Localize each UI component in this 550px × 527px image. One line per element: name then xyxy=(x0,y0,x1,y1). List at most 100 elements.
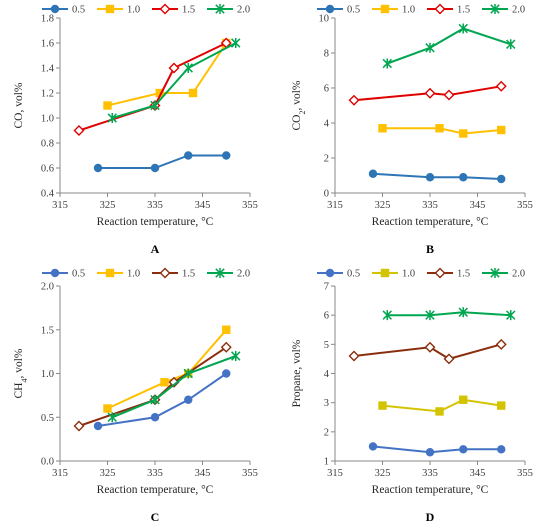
x-tick-label: 315 xyxy=(327,200,343,211)
legend-item: 0.5 xyxy=(317,5,360,16)
series-line xyxy=(78,42,227,132)
legend-marker xyxy=(325,268,335,278)
data-point xyxy=(458,23,468,34)
chart-panel-b: 0.5 1.0 1.5 2.0 0 2 4 6 8 10 315 325 335 345 355 Reacti… xyxy=(291,3,533,256)
legend-marker xyxy=(50,4,60,14)
y-tick-label: 6 xyxy=(324,311,329,322)
data-point xyxy=(93,421,103,431)
series-line xyxy=(353,343,502,360)
series-line xyxy=(97,372,227,427)
y-tick-label: 1.0 xyxy=(41,114,54,125)
legend-label: 2.0 xyxy=(237,5,250,16)
series-2-0 xyxy=(382,23,516,69)
data-point xyxy=(378,124,387,133)
legend-label: 0.5 xyxy=(72,269,85,280)
panel-label: D xyxy=(426,510,435,524)
data-point xyxy=(458,307,468,318)
data-point xyxy=(150,163,160,173)
legend-marker xyxy=(434,267,446,279)
series-2-0 xyxy=(382,307,516,321)
data-point xyxy=(435,124,444,133)
data-point xyxy=(188,88,198,98)
y-tick-label: 0 xyxy=(324,189,329,200)
x-axis-title: Reaction temperature, °C xyxy=(372,484,489,496)
series-1-5 xyxy=(348,80,507,106)
panel-label: B xyxy=(426,242,434,256)
data-point xyxy=(73,125,85,136)
y-tick-label: 5 xyxy=(324,340,329,351)
y-tick-label: 1.2 xyxy=(41,89,54,100)
series-0-5 xyxy=(368,442,506,457)
data-point xyxy=(459,173,468,182)
data-point xyxy=(160,378,169,387)
y-axis-title-main: CO xyxy=(291,115,303,131)
series-line xyxy=(386,27,512,65)
data-point xyxy=(382,58,392,69)
y-axis-title-main: CO xyxy=(13,113,25,129)
x-axis-title: Reaction temperature, °C xyxy=(97,216,214,228)
series-line xyxy=(107,329,228,410)
y-tick-label: 2 xyxy=(324,154,329,165)
data-point xyxy=(103,101,112,110)
y-axis-title: CO2, vol% xyxy=(291,80,307,130)
series-1-0 xyxy=(103,325,231,413)
data-point xyxy=(435,407,444,416)
data-point xyxy=(425,42,435,53)
data-point xyxy=(222,151,231,160)
legend-marker xyxy=(380,268,390,278)
data-point xyxy=(443,353,455,365)
data-point xyxy=(443,89,455,101)
y-tick-label: 6 xyxy=(324,84,329,95)
data-point xyxy=(183,368,193,379)
data-point xyxy=(150,413,160,422)
data-point xyxy=(497,401,506,410)
legend-marker xyxy=(159,3,171,15)
series-line xyxy=(372,445,502,454)
data-point xyxy=(497,445,506,454)
legend-label: 2.0 xyxy=(512,5,525,16)
y-tick-label: 0.8 xyxy=(41,139,54,150)
legend-item: 2.0 xyxy=(482,4,525,16)
data-point xyxy=(382,310,392,321)
legend-item: 1.0 xyxy=(97,5,140,16)
data-point xyxy=(222,325,231,334)
data-point xyxy=(497,174,506,184)
data-point xyxy=(184,151,193,160)
legend-label: 1.5 xyxy=(457,269,470,280)
data-point xyxy=(497,125,506,135)
legend-item: 1.5 xyxy=(152,3,195,16)
x-tick-label: 315 xyxy=(327,468,343,479)
legend-marker xyxy=(490,4,500,14)
series-2-0 xyxy=(107,351,241,423)
chart-panel-a: 0.5 1.0 1.5 2.0 0.4 0.6 0.8 1.0 1.2 1.4 1.6 1.8 315 3… xyxy=(13,3,258,256)
legend-label: 1.0 xyxy=(127,5,140,16)
legend-label: 0.5 xyxy=(72,5,85,16)
legend-item: 1.5 xyxy=(427,3,470,16)
series-1-5 xyxy=(73,37,232,136)
data-point xyxy=(424,341,436,353)
x-tick-label: 325 xyxy=(375,200,391,211)
data-point xyxy=(231,38,241,48)
y-tick-label: 1.0 xyxy=(41,369,54,380)
legend-marker xyxy=(434,3,446,15)
data-point xyxy=(348,350,360,362)
data-point xyxy=(378,401,387,410)
series-line xyxy=(387,311,511,317)
data-point xyxy=(220,341,232,353)
legend-item: 2.0 xyxy=(482,268,525,280)
legend-label: 1.5 xyxy=(182,5,195,16)
y-tick-label: 2.0 xyxy=(41,282,54,293)
legend-item: 1.5 xyxy=(152,267,195,280)
chart-panel-c: 0.5 1.0 1.5 2.0 0.0 0.5 1.0 1.5 2.0 315 325 335 345 3… xyxy=(13,267,258,524)
legend-item: 2.0 xyxy=(207,4,250,16)
y-axis-title-unit: , vol% xyxy=(13,82,25,112)
legend-item: 1.0 xyxy=(372,5,415,16)
y-axis-title-main: CH xyxy=(13,383,25,399)
legend-marker xyxy=(159,267,171,279)
data-point xyxy=(73,420,85,432)
y-axis-title-unit: , vol% xyxy=(291,80,303,110)
y-axis-title: CH4, vol% xyxy=(13,348,29,398)
legend-label: 2.0 xyxy=(512,269,525,280)
y-tick-label: 1.5 xyxy=(41,325,54,336)
legend-item: 0.5 xyxy=(317,269,360,280)
